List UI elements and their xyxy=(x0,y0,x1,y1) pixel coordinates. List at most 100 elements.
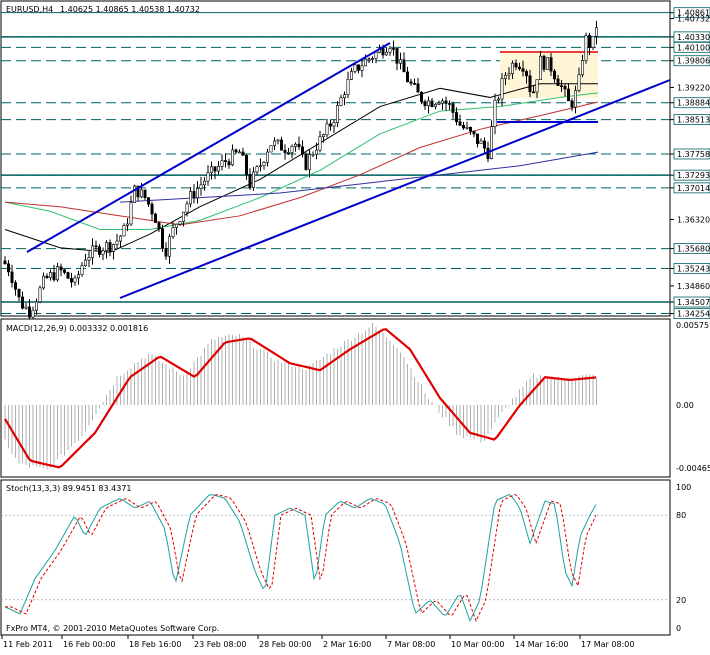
candle-body xyxy=(580,60,584,76)
candle-body xyxy=(283,149,287,153)
candle-body xyxy=(168,236,172,257)
candle-body xyxy=(34,301,38,311)
candle-body xyxy=(3,260,7,265)
price-label: 1.38513 xyxy=(677,116,710,125)
candle-body xyxy=(465,126,469,129)
time-label: 7 Mar 08:00 xyxy=(387,640,435,649)
candle-body xyxy=(325,123,329,136)
macd-scale-label: 0.00575 xyxy=(676,321,709,330)
candle-body xyxy=(20,296,24,309)
candle-body xyxy=(73,277,77,283)
candle-body xyxy=(91,245,95,258)
stoch-main-line xyxy=(4,493,597,623)
candle-body xyxy=(559,85,563,87)
candle-body xyxy=(189,191,193,205)
candle-body xyxy=(360,65,364,71)
stoch-scale-label: 80 xyxy=(676,511,686,520)
channel-upper-trendline[interactable] xyxy=(26,42,391,253)
candle-body xyxy=(199,184,203,189)
candle-body xyxy=(321,134,325,138)
candle-body xyxy=(171,227,175,237)
macd-signal-line xyxy=(4,328,597,469)
candle-body xyxy=(293,143,297,147)
candle-body xyxy=(178,221,182,225)
candle-body xyxy=(147,197,151,205)
candle-body xyxy=(587,35,591,48)
candle-body xyxy=(224,160,228,162)
candle-body xyxy=(314,149,318,155)
candle-body xyxy=(24,306,28,309)
candle-body xyxy=(493,99,497,127)
candle-body xyxy=(304,153,308,170)
candle-body xyxy=(262,161,266,167)
candle-body xyxy=(573,90,577,108)
candle-body xyxy=(503,74,507,79)
candle-body xyxy=(524,71,528,77)
candle-body xyxy=(381,48,385,56)
candle-body xyxy=(388,48,392,53)
candle-body xyxy=(538,55,542,80)
candle-body xyxy=(440,100,444,104)
candle-body xyxy=(115,240,119,245)
candle-body xyxy=(419,91,423,102)
candle-body xyxy=(217,166,221,172)
candle-body xyxy=(27,306,31,318)
candle-body xyxy=(7,263,11,273)
candle-body xyxy=(423,101,427,107)
stoch-signal-line xyxy=(5,493,597,623)
candle-body xyxy=(150,203,154,215)
ma-red-line xyxy=(4,101,599,226)
price-label-box xyxy=(673,263,710,274)
candle-body xyxy=(136,185,140,198)
price-label: 1.35680 xyxy=(677,245,710,254)
channel-lower-trendline[interactable] xyxy=(119,79,671,299)
candle-body xyxy=(77,274,81,279)
candle-body xyxy=(10,271,14,283)
candle-body xyxy=(335,105,339,123)
stoch-scale-label: 20 xyxy=(676,596,686,605)
candle-body xyxy=(248,174,252,188)
candle-body xyxy=(227,161,231,166)
price-label-box xyxy=(673,182,710,194)
candle-body xyxy=(363,58,367,67)
price-label: 1.37293 xyxy=(677,171,710,180)
candle-body xyxy=(62,269,66,273)
candle-body xyxy=(370,58,374,60)
consolidation-box xyxy=(500,52,598,98)
time-label: 14 Mar 16:00 xyxy=(515,640,568,649)
candle-body xyxy=(311,153,315,156)
candle-body xyxy=(517,66,521,69)
time-label: 28 Feb 00:00 xyxy=(259,640,311,649)
candle-body xyxy=(196,188,200,199)
price-label-box xyxy=(673,169,710,181)
candle-body xyxy=(395,48,399,64)
candle-body xyxy=(472,130,476,135)
candle-body xyxy=(269,145,273,153)
time-label: 16 Feb 00:00 xyxy=(63,640,115,649)
candle-body xyxy=(203,180,207,186)
candle-body xyxy=(297,143,301,148)
candle-body xyxy=(374,52,378,59)
candle-body xyxy=(279,139,283,151)
candle-body xyxy=(185,203,189,213)
price-label: 1.39220 xyxy=(677,83,710,92)
price-label-box xyxy=(673,41,710,53)
candle-body xyxy=(126,223,130,226)
candle-body xyxy=(108,242,112,252)
price-label-box xyxy=(673,31,710,43)
ma-green-line xyxy=(4,92,599,230)
candle-body xyxy=(80,265,84,275)
price-label-box xyxy=(673,243,710,255)
candle-body xyxy=(349,71,353,80)
stoch-pane[interactable] xyxy=(0,479,671,636)
candle-body xyxy=(339,97,343,106)
candle-body xyxy=(514,62,518,68)
time-label: 18 Feb 16:00 xyxy=(129,640,181,649)
macd-pane[interactable] xyxy=(0,318,671,478)
candle-body xyxy=(482,140,486,149)
candle-body xyxy=(332,122,336,127)
time-label: 10 Mar 00:00 xyxy=(451,640,504,649)
candle-body xyxy=(531,91,535,94)
candle-body xyxy=(430,100,434,107)
